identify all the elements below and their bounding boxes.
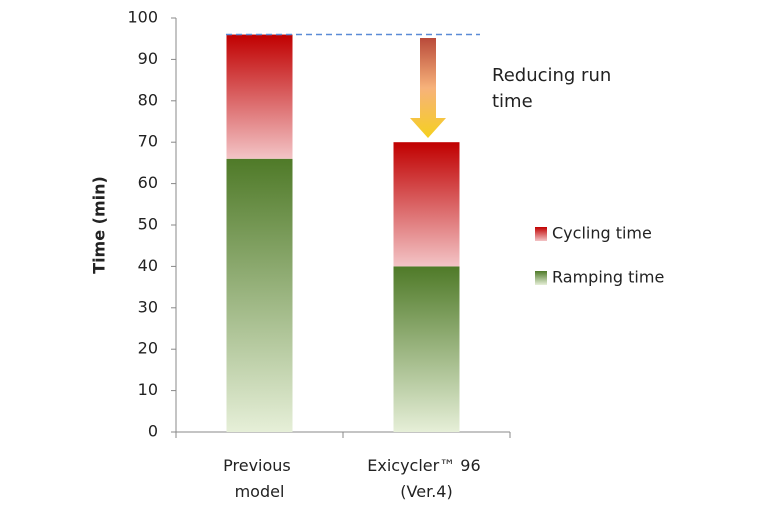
y-tick-label: 100 (127, 8, 158, 27)
bar-segment (226, 158, 293, 432)
y-tick-label: 20 (138, 339, 158, 358)
y-tick-label: 90 (138, 49, 158, 68)
x-tick-label: Previous model (223, 456, 296, 501)
arrow (410, 38, 446, 138)
legend-label: Cycling time (552, 224, 652, 243)
y-tick-label: 10 (138, 380, 158, 399)
y-tick-label: 70 (138, 132, 158, 151)
bar-segment (393, 142, 460, 267)
legend-swatch (535, 271, 547, 285)
y-axis-label: Time (min) (90, 176, 109, 274)
y-tick-label: 60 (138, 173, 158, 192)
bar-segment (226, 34, 293, 159)
y-tick-label: 40 (138, 256, 158, 275)
bar-segment (393, 266, 460, 432)
y-tick-label: 80 (138, 90, 158, 109)
y-tick-label: 0 (148, 422, 158, 441)
legend-label: Ramping time (552, 268, 664, 287)
annotation: Reducing run time (492, 65, 617, 112)
x-tick-label: Exicycler™ 96 (Ver.4) (367, 456, 485, 501)
y-tick-label: 30 (138, 297, 158, 316)
y-tick-label: 50 (138, 215, 158, 234)
legend-swatch (535, 227, 547, 241)
